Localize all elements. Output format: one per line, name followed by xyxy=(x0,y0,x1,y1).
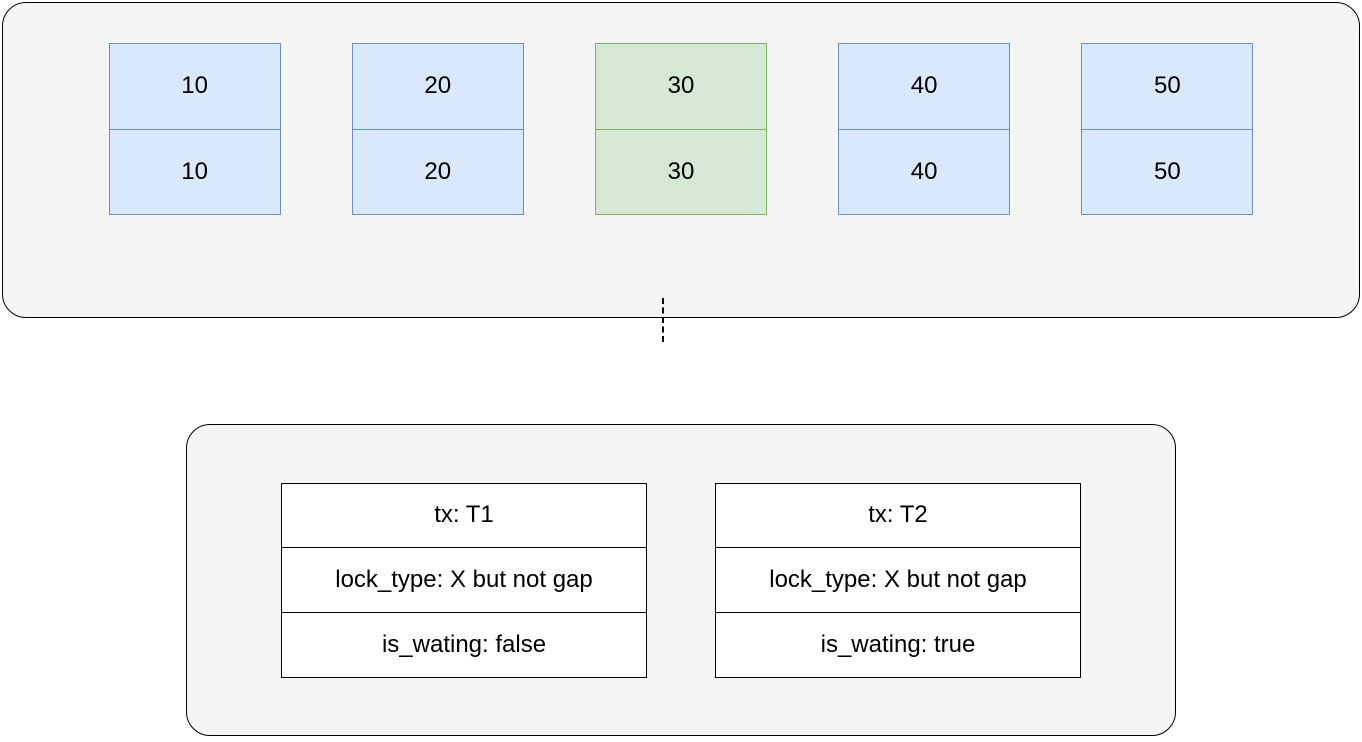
connector-dashed xyxy=(662,298,664,342)
lock-record: tx: T2 lock_type: X but not gap is_watin… xyxy=(715,483,1081,678)
lock-list-panel: tx: T1 lock_type: X but not gap is_watin… xyxy=(186,424,1176,736)
index-entry: 40 40 xyxy=(838,43,1010,215)
lock-waiting: is_wating: false xyxy=(281,613,647,678)
index-key-bot: 10 xyxy=(109,129,281,216)
index-entry: 10 10 xyxy=(109,43,281,215)
index-key-top: 20 xyxy=(352,43,524,129)
index-entry: 20 20 xyxy=(352,43,524,215)
lock-type: lock_type: X but not gap xyxy=(281,548,647,613)
index-key-bot: 40 xyxy=(838,129,1010,216)
index-row-panel: 10 10 20 20 30 30 40 40 50 50 xyxy=(2,2,1360,318)
index-key-top: 40 xyxy=(838,43,1010,129)
index-key-bot: 30 xyxy=(595,129,767,216)
lock-record: tx: T1 lock_type: X but not gap is_watin… xyxy=(281,483,647,678)
lock-waiting: is_wating: true xyxy=(715,613,1081,678)
lock-tx: tx: T2 xyxy=(715,483,1081,548)
index-entry-locked: 30 30 xyxy=(595,43,767,215)
index-entry: 50 50 xyxy=(1081,43,1253,215)
index-key-top: 10 xyxy=(109,43,281,129)
lock-type: lock_type: X but not gap xyxy=(715,548,1081,613)
index-key-bot: 50 xyxy=(1081,129,1253,216)
lock-tx: tx: T1 xyxy=(281,483,647,548)
index-key-top: 50 xyxy=(1081,43,1253,129)
index-key-bot: 20 xyxy=(352,129,524,216)
index-key-top: 30 xyxy=(595,43,767,129)
